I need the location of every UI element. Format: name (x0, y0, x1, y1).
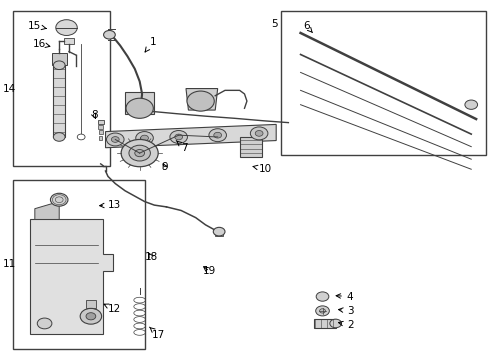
Polygon shape (105, 125, 276, 148)
Bar (52, 53, 66, 65)
Circle shape (464, 100, 477, 109)
Circle shape (53, 133, 65, 141)
Circle shape (136, 132, 153, 144)
Text: 3: 3 (338, 306, 353, 316)
Circle shape (129, 145, 150, 161)
Text: 19: 19 (203, 266, 216, 276)
Text: 18: 18 (144, 252, 158, 262)
Circle shape (80, 309, 102, 324)
Circle shape (208, 129, 226, 141)
Circle shape (53, 61, 65, 69)
Bar (281, 12, 485, 155)
Circle shape (316, 292, 328, 301)
Text: 16: 16 (32, 39, 50, 49)
Circle shape (315, 306, 329, 316)
Polygon shape (125, 92, 154, 114)
Bar (86, 300, 96, 309)
Circle shape (86, 313, 96, 320)
Text: 8: 8 (91, 111, 97, 121)
Circle shape (141, 135, 148, 141)
Bar (99, 135, 102, 140)
Circle shape (50, 193, 68, 206)
Circle shape (111, 136, 119, 142)
Bar (53, 65, 65, 137)
Text: 5: 5 (271, 19, 277, 29)
Text: 2: 2 (338, 320, 353, 330)
Circle shape (329, 319, 341, 328)
Circle shape (121, 139, 158, 167)
Bar (239, 137, 261, 157)
Bar (98, 120, 103, 124)
Circle shape (213, 132, 221, 138)
Bar (13, 12, 110, 166)
Bar (13, 180, 144, 348)
Bar (64, 38, 74, 44)
Text: 1: 1 (145, 37, 156, 52)
Circle shape (174, 134, 182, 140)
Text: 11: 11 (3, 259, 17, 269)
Text: 7: 7 (176, 140, 187, 153)
Text: 6: 6 (303, 21, 312, 33)
Circle shape (250, 127, 267, 140)
Polygon shape (185, 89, 217, 110)
Text: 15: 15 (27, 21, 46, 31)
Text: 13: 13 (100, 200, 121, 210)
Circle shape (319, 309, 325, 313)
Circle shape (135, 149, 144, 157)
Circle shape (186, 91, 214, 111)
Bar (98, 126, 103, 129)
Polygon shape (30, 220, 113, 334)
Circle shape (56, 20, 77, 36)
Text: 14: 14 (3, 84, 17, 94)
Text: 17: 17 (149, 327, 165, 340)
Text: 12: 12 (104, 304, 121, 314)
Circle shape (103, 31, 115, 39)
Polygon shape (35, 202, 59, 220)
Bar (314, 319, 335, 328)
Circle shape (106, 133, 124, 146)
Circle shape (126, 98, 153, 118)
Bar (215, 231, 223, 235)
Circle shape (37, 318, 52, 329)
Circle shape (213, 227, 224, 236)
Text: 9: 9 (161, 162, 168, 172)
Text: 10: 10 (253, 164, 272, 174)
Bar (99, 130, 102, 134)
Circle shape (169, 131, 187, 143)
Text: 4: 4 (335, 292, 353, 302)
Circle shape (255, 131, 263, 136)
Circle shape (77, 134, 85, 140)
